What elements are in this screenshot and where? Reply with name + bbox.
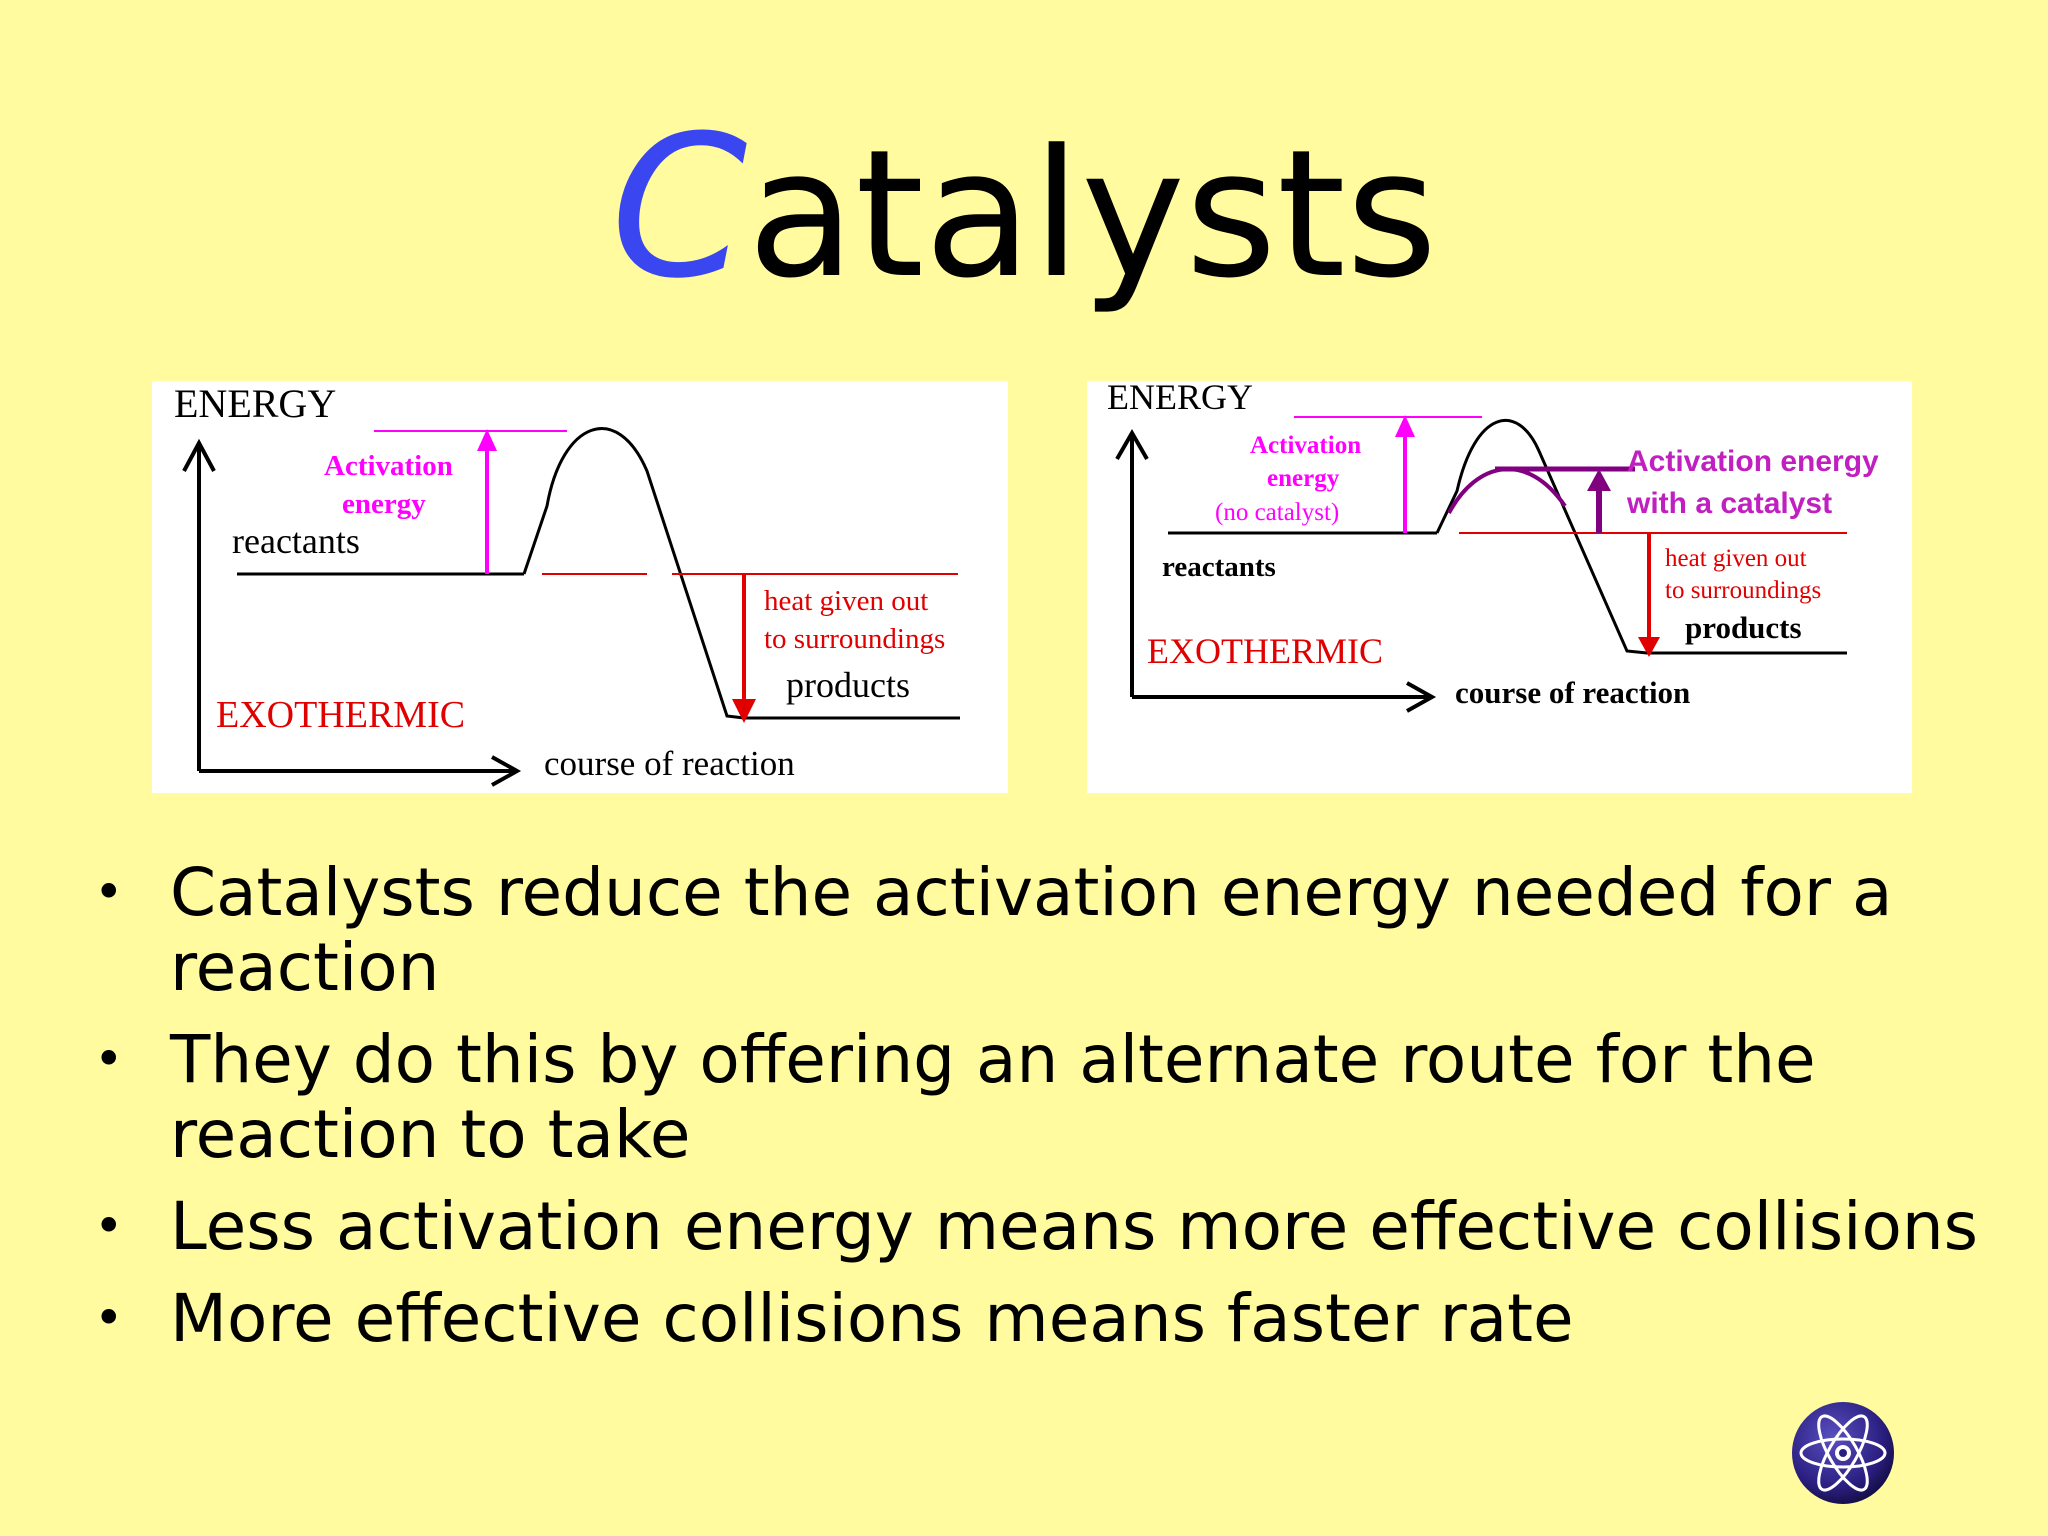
bullet-dot: • [94,863,124,921]
activation-label-line1: Activation [324,450,453,482]
catalyst-arrowhead [1587,469,1611,491]
reaction-curve [1435,419,1847,655]
x-axis-label: course of reaction [1455,675,1690,710]
bullet-list: • Catalysts reduce the activation energy … [88,855,2008,1373]
bullet-dot: • [94,1197,124,1255]
heat-label-line2: to surroundings [764,623,945,655]
y-axis-arrowhead [182,438,216,472]
y-axis-label: ENERGY [174,381,336,426]
activation-arrowhead [1395,415,1415,437]
x-axis-arrowhead [491,755,522,787]
y-axis-label: ENERGY [1107,381,1253,417]
energy-diagram-catalysed: ENERGY Activation energy (no catalyst) A… [1087,381,1912,793]
slide-title: Catalysts [0,110,2048,306]
exothermic-label: EXOTHERMIC [216,694,465,736]
heat-label-line1: heat given out [1665,545,1807,572]
x-axis-label: course of reaction [544,744,795,783]
bullet-dot: • [94,1289,124,1347]
bullet-dot: • [94,1030,124,1088]
title-rest: atalysts [747,112,1438,317]
bullet-item: • They do this by offering an alternate r… [88,1022,2008,1172]
reactants-label: reactants [1162,551,1276,583]
activation-label-line2: energy [342,488,426,520]
bullet-text: They do this by offering an alternate ro… [170,1021,1816,1173]
bullet-text: Catalysts reduce the activation energy n… [170,854,1893,1006]
energy-diagram-uncatalysed-svg: ENERGY Activation energy reactants heat … [174,381,960,787]
catalysed-curve [1447,467,1567,514]
reaction-curve [522,427,960,720]
title-first-letter: C [610,94,748,322]
catalyst-label-line1: Activation energy [1627,445,1879,478]
heat-label-line1: heat given out [764,585,928,617]
bullet-text: More effective collisions means faster r… [170,1280,1574,1357]
heat-label-line2: to surroundings [1665,577,1821,604]
y-axis-arrowhead [1115,428,1149,460]
x-axis-arrowhead [1406,681,1437,713]
catalyst-label-line2: with a catalyst [1626,487,1832,520]
heat-arrowhead [1638,637,1660,657]
products-label: products [786,665,910,705]
heat-arrowhead [732,699,756,723]
bullet-text: Less activation energy means more effect… [170,1188,1979,1265]
atom-icon [1790,1400,1896,1506]
bullet-item: • Catalysts reduce the activation energy … [88,855,2008,1005]
products-label: products [1685,610,1802,645]
activation-label-line1: Activation [1250,432,1361,459]
bullet-item: • More effective collisions means faster … [88,1281,2008,1356]
activation-label-line3: (no catalyst) [1215,499,1339,526]
exothermic-label: EXOTHERMIC [1147,631,1383,671]
energy-diagram-uncatalysed: ENERGY Activation energy reactants heat … [152,381,1008,793]
bullet-item: • Less activation energy means more effec… [88,1189,2008,1264]
reactants-label: reactants [232,521,360,561]
energy-diagram-catalysed-svg: ENERGY Activation energy (no catalyst) A… [1107,381,1879,713]
activation-label-line2: energy [1267,465,1340,492]
activation-arrowhead [477,429,497,451]
